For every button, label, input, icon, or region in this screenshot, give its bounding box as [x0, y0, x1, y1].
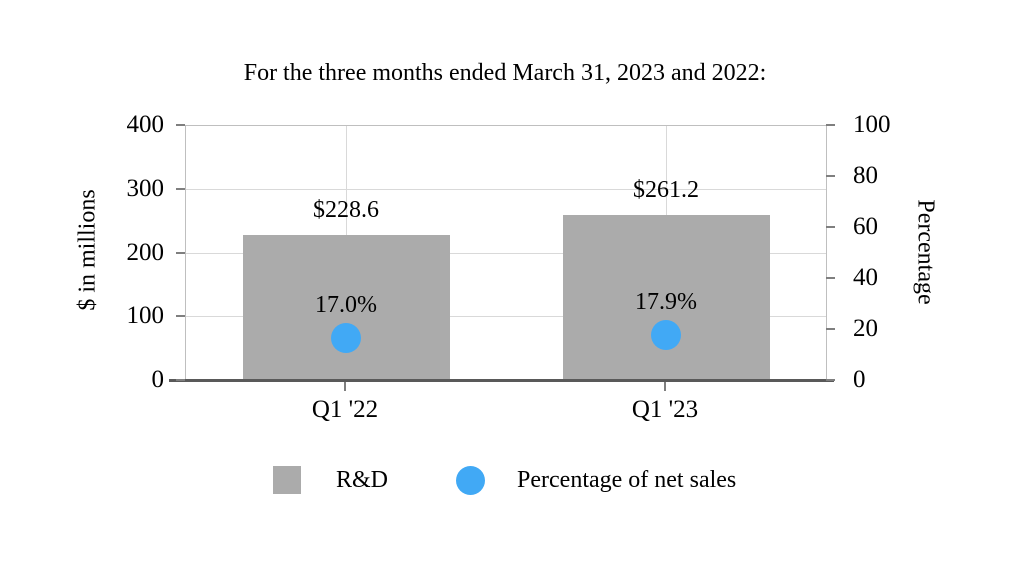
y-right-tick-label: 20	[853, 315, 878, 342]
bar-value-label: $261.2	[633, 176, 699, 203]
dot-Q1 '23	[651, 320, 681, 351]
x-tick-mark	[664, 382, 666, 391]
y-left-tick-label: 300	[126, 174, 165, 202]
y-left-tick-mark	[176, 251, 185, 254]
dot-Q1 '22	[331, 322, 361, 353]
gridline-horizontal	[186, 188, 826, 190]
y-left-tick-label: 200	[126, 238, 165, 266]
plot-area: $228.6 $261.2 17.0% 17.9%	[185, 125, 827, 381]
y-left-tick-mark	[176, 124, 185, 126]
dot-value-label: 17.0%	[315, 291, 377, 318]
gridline-horizontal	[186, 316, 826, 318]
x-category-label: Q1 '22	[311, 396, 379, 423]
y-right-tick-label: 60	[853, 213, 878, 240]
y-right-tick-label: 0	[853, 366, 866, 393]
y-left-tick-mark	[176, 315, 185, 318]
legend-swatch-circle	[456, 465, 486, 495]
y-left-tick-label: 400	[126, 111, 165, 138]
y-right-tick-mark	[826, 226, 835, 228]
legend-label: R&D	[336, 466, 389, 493]
y-right-tick-mark	[826, 379, 835, 381]
y-left-tick-mark	[176, 187, 185, 190]
x-tick-mark	[344, 382, 346, 391]
x-axis-line	[169, 379, 834, 382]
y-axis-right-title: Percentage	[912, 199, 939, 305]
bar-Q1 '22	[242, 235, 450, 381]
bar-Q1 '23	[562, 214, 770, 381]
x-category-label: Q1 '23	[631, 396, 699, 423]
y-right-tick-label: 40	[853, 264, 878, 291]
gridline-horizontal	[186, 252, 826, 254]
chart-title: For the three months ended March 31, 202…	[243, 60, 767, 86]
y-left-tick-label: 0	[151, 366, 165, 393]
y-right-tick-mark	[826, 328, 835, 330]
y-left-tick-label: 100	[126, 302, 165, 330]
dot-value-label: 17.9%	[635, 289, 697, 316]
y-left-tick-mark	[176, 379, 185, 381]
y-right-tick-mark	[826, 277, 835, 279]
legend-swatch-square	[273, 466, 301, 494]
y-right-tick-label: 100	[853, 111, 891, 138]
y-right-tick-mark	[826, 124, 835, 126]
y-right-tick-mark	[826, 175, 835, 177]
bar-value-label: $228.6	[313, 197, 379, 224]
legend-label: Percentage of net sales	[517, 466, 737, 493]
y-right-tick-label: 80	[853, 162, 878, 189]
legend: R&D Percentage of net sales	[273, 464, 736, 496]
